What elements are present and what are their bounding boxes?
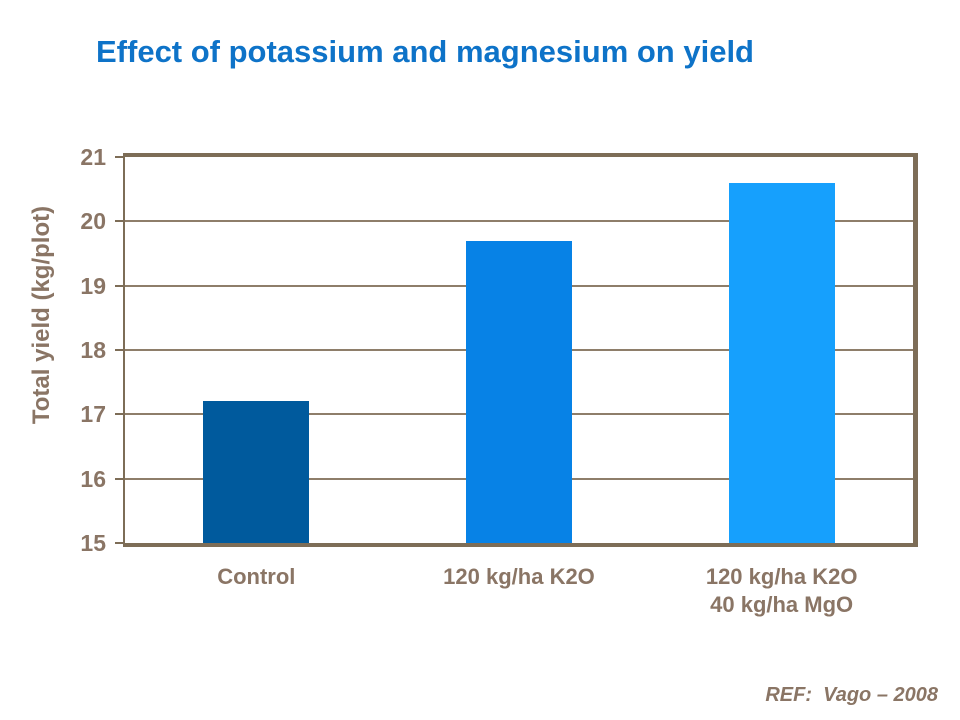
reference-note: REF: Vago – 2008 xyxy=(765,684,938,706)
y-tick-label: 18 xyxy=(80,337,106,363)
x-axis-label-1: Control xyxy=(116,563,396,591)
y-tick-mark xyxy=(115,542,123,544)
y-axis-title: Total yield (kg/plot) xyxy=(28,205,55,425)
gridline xyxy=(125,220,913,223)
bar-1 xyxy=(203,401,310,543)
bar-2 xyxy=(466,240,572,543)
y-tick-mark xyxy=(115,349,123,351)
y-tick-mark xyxy=(115,413,123,416)
y-tick-mark xyxy=(115,220,123,223)
plot-area xyxy=(125,157,913,543)
x-axis-label-line: 120 kg/ha K2O xyxy=(443,564,595,589)
y-tick-label: 17 xyxy=(80,401,106,428)
y-tick-label: 21 xyxy=(80,144,106,170)
chart-title: Effect of potassium and magnesium on yie… xyxy=(96,34,754,69)
y-tick-label: 19 xyxy=(80,272,106,299)
y-tick-mark xyxy=(115,477,123,480)
x-axis-label-3: 120 kg/ha K2O 40 kg/ha MgO xyxy=(642,563,922,619)
x-axis-label-line: 40 kg/ha MgO xyxy=(710,592,854,617)
y-tick-label: 15 xyxy=(80,530,106,556)
x-axis-label-line: 120 kg/ha K2O xyxy=(705,564,858,589)
x-axis-label-2: 120 kg/ha K2O xyxy=(379,563,659,591)
y-tick-mark xyxy=(115,156,123,158)
bar-3 xyxy=(728,182,835,543)
y-tick-mark xyxy=(115,284,123,287)
x-axis-label-line: Control xyxy=(217,564,296,589)
y-tick-label: 16 xyxy=(80,465,106,492)
y-tick-label: 20 xyxy=(80,208,106,235)
